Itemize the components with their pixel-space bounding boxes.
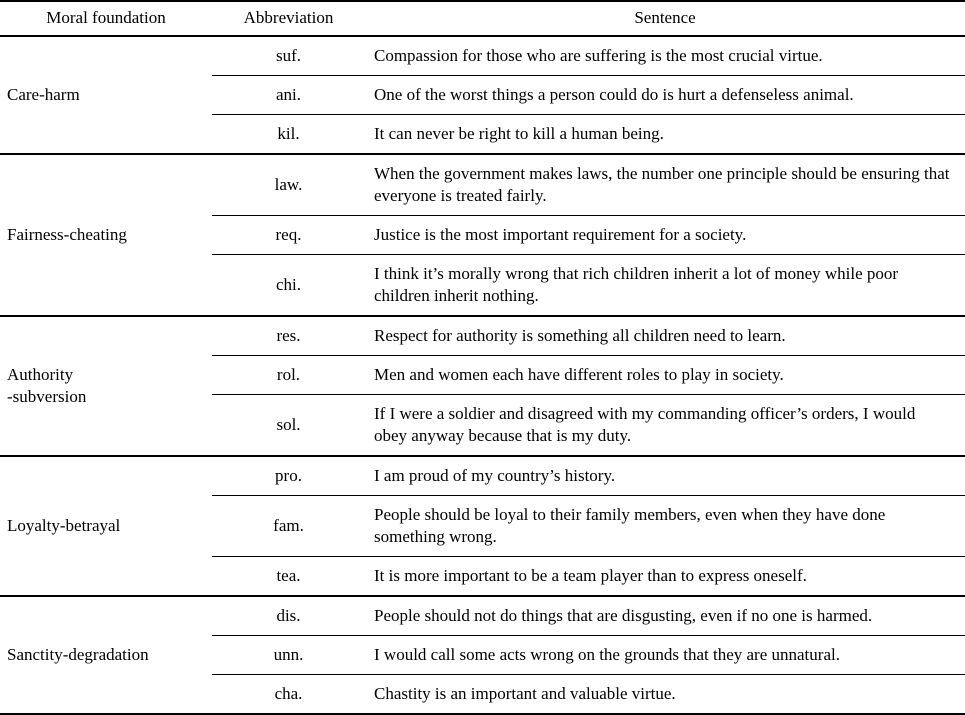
table-row: ani. One of the worst things a person co…: [0, 75, 965, 115]
sentence-cell: Chastity is an important and valuable vi…: [365, 674, 965, 715]
col-header-sentence: Sentence: [365, 1, 965, 37]
table-row: unn. I would call some acts wrong on the…: [0, 635, 965, 675]
abbreviation-cell: ani.: [212, 75, 365, 115]
table-row: req. Justice is the most important requi…: [0, 215, 965, 255]
abbreviation-cell: req.: [212, 215, 365, 255]
abbreviation-cell: chi.: [212, 254, 365, 317]
sentence-cell: People should not do things that are dis…: [365, 596, 965, 636]
table-row: Loyalty-betrayal pro. I am proud of my c…: [0, 456, 965, 597]
sentence-cell: I am proud of my country’s history.: [365, 456, 965, 496]
table-row: kil. It can never be right to kill a hum…: [0, 114, 965, 155]
header-row: Moral foundation Abbreviation Sentence: [0, 1, 965, 37]
table-row: Authority -subversion res. Respect for a…: [0, 316, 965, 457]
table-row: chi. I think it’s morally wrong that ric…: [0, 254, 965, 317]
abbreviation-cell: sol.: [212, 394, 365, 457]
sentence-cell: Compassion for those who are suffering i…: [365, 36, 965, 76]
table-row: fam. People should be loyal to their fam…: [0, 495, 965, 557]
foundation-cell-care-harm: Care-harm: [0, 36, 212, 155]
abbreviation-cell: tea.: [212, 556, 365, 597]
abbreviation-cell: res.: [212, 316, 365, 356]
table-row: Fairness-cheating law. When the governme…: [0, 154, 965, 317]
foundation-cell-sanctity-degradation: Sanctity-degradation: [0, 596, 212, 715]
table-row: Care-harm suf. Compassion for those who …: [0, 36, 965, 155]
table-row: tea. It is more important to be a team p…: [0, 556, 965, 597]
abbreviation-cell: unn.: [212, 635, 365, 675]
table-row: rol. Men and women each have different r…: [0, 355, 965, 395]
abbreviation-cell: suf.: [212, 36, 365, 76]
abbreviation-cell: pro.: [212, 456, 365, 496]
sentence-cell: It can never be right to kill a human be…: [365, 114, 965, 155]
sentence-cell: Justice is the most important requiremen…: [365, 215, 965, 255]
sentence-cell: It is more important to be a team player…: [365, 556, 965, 597]
abbreviation-cell: dis.: [212, 596, 365, 636]
sentence-cell: People should be loyal to their family m…: [365, 495, 965, 557]
sentence-cell: If I were a soldier and disagreed with m…: [365, 394, 965, 457]
col-header-abbreviation: Abbreviation: [212, 1, 365, 37]
foundation-cell-fairness-cheating: Fairness-cheating: [0, 154, 212, 317]
sentence-cell: One of the worst things a person could d…: [365, 75, 965, 115]
abbreviation-cell: fam.: [212, 495, 365, 557]
abbreviation-cell: law.: [212, 154, 365, 216]
sentence-cell: I think it’s morally wrong that rich chi…: [365, 254, 965, 317]
abbreviation-cell: cha.: [212, 674, 365, 715]
sentence-cell: When the government makes laws, the numb…: [365, 154, 965, 216]
foundation-cell-loyalty-betrayal: Loyalty-betrayal: [0, 456, 212, 597]
table-row: Sanctity-degradation dis. People should …: [0, 596, 965, 715]
foundation-cell-authority-subversion: Authority -subversion: [0, 316, 212, 457]
abbreviation-cell: rol.: [212, 355, 365, 395]
col-header-moral-foundation: Moral foundation: [0, 1, 212, 37]
table-row: sol. If I were a soldier and disagreed w…: [0, 394, 965, 457]
sentence-cell: Respect for authority is something all c…: [365, 316, 965, 356]
sentence-cell: I would call some acts wrong on the grou…: [365, 635, 965, 675]
sentence-cell: Men and women each have different roles …: [365, 355, 965, 395]
abbreviation-cell: kil.: [212, 114, 365, 155]
